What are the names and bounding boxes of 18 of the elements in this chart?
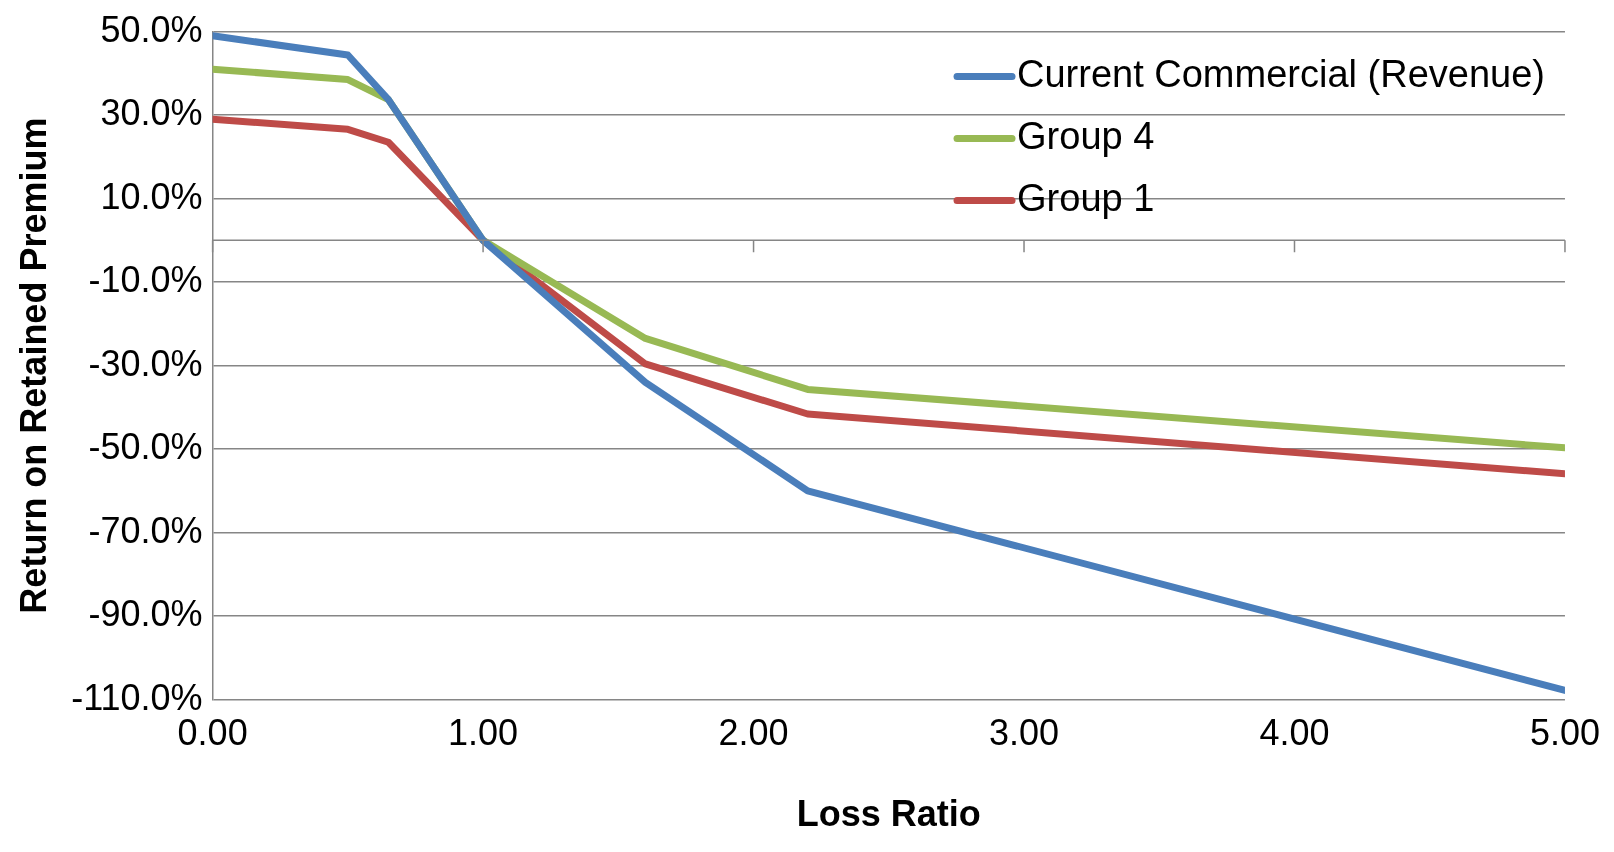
y-axis-title: Return on Retained Premium (12, 117, 54, 614)
legend-label: Group 1 (1017, 177, 1155, 220)
y-tick-label: -50.0% (88, 426, 203, 468)
legend-label: Current Commercial (Revenue) (1017, 53, 1545, 96)
legend-label: Group 4 (1017, 115, 1155, 158)
y-tick-label: -10.0% (88, 259, 203, 301)
y-tick-label: -30.0% (88, 342, 203, 384)
x-tick-label: 2.00 (718, 712, 789, 754)
x-tick-label: 3.00 (988, 712, 1060, 754)
x-axis-title: Loss Ratio (796, 793, 981, 835)
x-tick-label: 4.00 (1259, 712, 1330, 754)
y-tick-label: -70.0% (88, 509, 203, 551)
y-tick-label: -90.0% (88, 593, 203, 635)
x-tick-label: 5.00 (1529, 712, 1601, 754)
y-tick-label: 30.0% (100, 92, 203, 134)
x-tick-label: 1.00 (448, 712, 519, 754)
y-tick-label: 50.0% (100, 8, 203, 50)
y-tick-label: 10.0% (100, 175, 203, 217)
